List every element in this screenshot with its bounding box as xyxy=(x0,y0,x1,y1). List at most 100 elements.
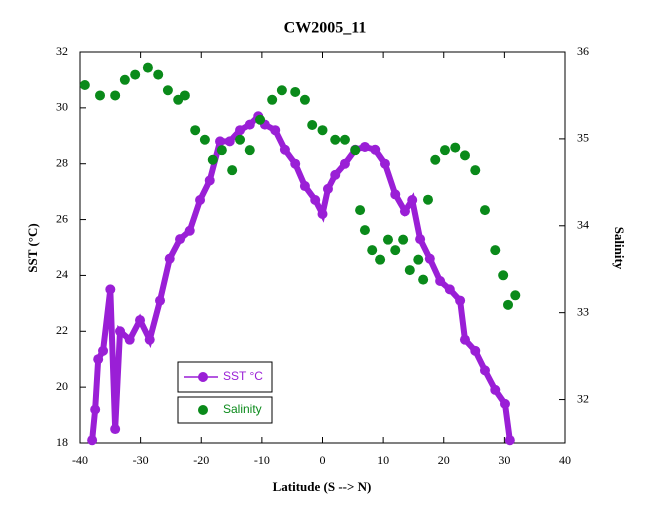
data-point xyxy=(503,299,514,310)
data-point xyxy=(382,234,393,245)
data-point xyxy=(435,276,446,287)
data-point xyxy=(390,245,401,256)
data-point xyxy=(330,169,341,180)
data-point xyxy=(290,86,301,97)
chart-title: CW2005_11 xyxy=(284,20,367,37)
data-point xyxy=(98,345,109,356)
data-point xyxy=(244,145,255,156)
data-point xyxy=(490,245,501,256)
data-point xyxy=(418,274,429,285)
data-point xyxy=(499,398,510,409)
y2-tick-label: 36 xyxy=(577,44,589,58)
data-point xyxy=(144,334,155,345)
data-point xyxy=(390,189,401,200)
data-point xyxy=(470,165,481,176)
data-point xyxy=(422,194,433,205)
data-point xyxy=(87,435,98,446)
data-point xyxy=(224,136,235,147)
data-point xyxy=(317,208,328,219)
data-point xyxy=(290,158,301,169)
data-point xyxy=(470,345,481,356)
data-point xyxy=(235,125,246,136)
data-point xyxy=(153,69,164,80)
y-tick-label: 32 xyxy=(56,44,68,58)
data-point xyxy=(322,183,333,194)
data-point xyxy=(317,125,328,136)
data-point xyxy=(379,158,390,169)
legend-label: SST °C xyxy=(223,369,263,383)
data-point xyxy=(479,365,490,376)
data-point xyxy=(299,181,310,192)
data-point xyxy=(95,90,106,101)
data-point xyxy=(504,435,515,446)
y2-axis-label: Salinity xyxy=(612,227,627,270)
data-point xyxy=(330,134,341,145)
x-tick-label: 0 xyxy=(320,453,326,467)
data-point xyxy=(307,119,318,130)
data-point xyxy=(310,195,321,206)
data-point xyxy=(244,119,255,130)
data-point xyxy=(90,404,101,415)
data-point xyxy=(367,245,378,256)
data-point xyxy=(339,158,350,169)
data-point xyxy=(455,295,466,306)
data-point xyxy=(276,85,287,96)
data-point xyxy=(510,290,521,301)
x-axis-label: Latitude (S --> N) xyxy=(273,479,372,494)
data-point xyxy=(190,125,201,136)
data-point xyxy=(227,165,238,176)
data-point xyxy=(399,206,410,217)
data-point xyxy=(404,265,415,276)
legend-marker xyxy=(198,405,208,415)
data-point xyxy=(355,205,366,216)
data-point xyxy=(204,175,215,186)
y2-tick-label: 34 xyxy=(577,218,589,232)
data-point xyxy=(459,150,470,161)
data-point xyxy=(359,141,370,152)
data-point xyxy=(370,144,381,155)
data-point xyxy=(110,90,121,101)
x-tick-label: 30 xyxy=(498,453,510,467)
data-point xyxy=(215,136,226,147)
data-point xyxy=(216,145,227,156)
data-point xyxy=(207,154,218,165)
y-tick-label: 22 xyxy=(56,323,68,337)
data-point xyxy=(110,424,121,435)
data-point xyxy=(279,144,290,155)
data-point xyxy=(339,134,350,145)
data-point xyxy=(235,134,246,145)
data-point xyxy=(115,326,126,337)
data-point xyxy=(124,334,135,345)
y-tick-label: 28 xyxy=(56,155,68,169)
data-point xyxy=(195,195,206,206)
y-tick-label: 18 xyxy=(56,435,68,449)
data-point xyxy=(184,225,195,236)
data-point xyxy=(162,85,173,96)
data-point xyxy=(350,145,361,156)
legend-label: Salinity xyxy=(223,402,262,416)
data-point xyxy=(413,254,424,265)
data-point xyxy=(299,94,310,105)
data-point xyxy=(135,315,146,326)
data-point xyxy=(375,254,386,265)
data-point xyxy=(450,142,461,153)
y2-tick-label: 33 xyxy=(577,304,589,318)
y-tick-label: 26 xyxy=(56,211,68,225)
data-point xyxy=(155,295,166,306)
data-point xyxy=(459,334,470,345)
x-tick-label: -10 xyxy=(254,453,270,467)
data-point xyxy=(424,253,435,264)
y2-tick-label: 32 xyxy=(577,391,589,405)
data-point xyxy=(142,62,153,73)
data-point xyxy=(359,225,370,236)
data-point xyxy=(415,234,426,245)
data-point xyxy=(93,354,104,365)
data-point xyxy=(179,90,190,101)
y-tick-label: 20 xyxy=(56,379,68,393)
x-tick-label: -20 xyxy=(193,453,209,467)
data-point xyxy=(105,284,116,295)
data-point xyxy=(444,284,455,295)
x-tick-label: 40 xyxy=(559,453,571,467)
data-point xyxy=(255,114,266,125)
